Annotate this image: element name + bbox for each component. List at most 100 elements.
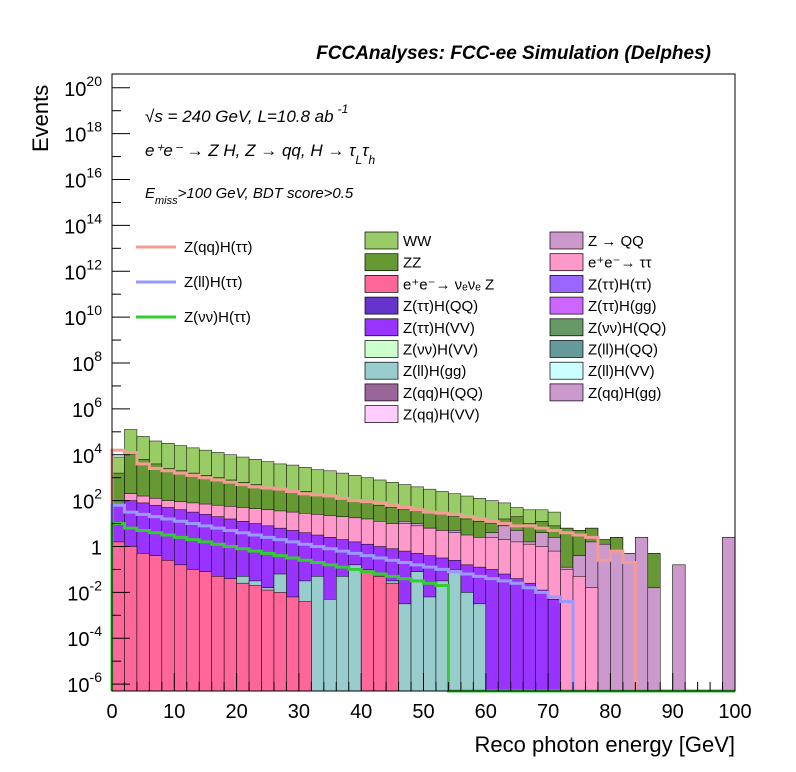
stack-bar-layer6-bin-9 (223, 578, 237, 692)
signal-line-0 (110, 448, 735, 693)
legend-bkg-col2-label-6: Z(ll)H(VV) (588, 363, 655, 380)
legend-bkg-col1-label-7: Z(qq)H(QQ) (403, 385, 483, 402)
y-axis-title: Events (28, 85, 53, 152)
annotation-process: e⁺e⁻ → Z H, Z → qq, H → τLτh (145, 141, 375, 167)
annotation-energy-lumi: √s = 240 GeV, L=10.8 ab -1 (145, 102, 348, 126)
stack-bar-layer1-bin-45 (672, 564, 686, 692)
y-tick-label-12: 10-4 (67, 623, 102, 651)
chart-header: FCCAnalyses: FCC-ee Simulation (Delphes) (316, 43, 711, 64)
stack-bar-layer4-bin-28 (460, 592, 474, 692)
y-tick-label-11: 10-2 (67, 577, 102, 605)
y-tick-label-3: 1014 (64, 210, 102, 238)
y-tick-label-5: 1010 (64, 302, 102, 330)
y-tick-label-13: 10-6 (67, 669, 102, 697)
annotation-block: √s = 240 GeV, L=10.8 ab -1 e⁺e⁻ → Z H, Z … (145, 102, 375, 207)
stack-bar-layer6-bin-14 (286, 596, 300, 692)
legend-bkg-col2-swatch-2 (549, 275, 584, 293)
x-tick-label-10: 100 (718, 701, 751, 723)
stack-bar-layer3-bin-33 (522, 582, 536, 692)
x-tick-label-4: 40 (350, 701, 372, 723)
stack-bar-layer6-bin-2 (136, 553, 150, 692)
x-tick-label-1: 10 (163, 701, 185, 723)
legend-bkg-col2-swatch-7 (549, 383, 584, 402)
y-tick-label-9: 102 (72, 486, 102, 514)
stack-bar-layer4-bin-16 (311, 576, 325, 692)
stack-bar-layer6-bin-13 (273, 592, 287, 692)
legend-bkg-col1-swatch-8 (364, 405, 399, 423)
legend-bkg-col2-swatch-4 (549, 318, 584, 337)
y-tick-label-8: 104 (72, 440, 102, 468)
x-tick-label-2: 20 (225, 701, 247, 723)
stack-bar-layer2-bin-36 (560, 569, 574, 692)
x-tick-label-5: 50 (412, 701, 434, 723)
legend-signal-label-0: Z(qq)H(ττ) (184, 239, 253, 256)
legend-bkg-col1-label-5: Z(νν)H(VV) (403, 342, 478, 359)
stack-bar-layer6-bin-5 (174, 564, 188, 692)
stack-bar-layer1-bin-39 (597, 543, 611, 692)
stack-bar-layer6-bin-20 (360, 569, 374, 692)
stack-bar-layer6-bin-7 (198, 571, 212, 692)
legend: Z(qq)H(ττ) Z(ll)H(ττ) Z(νν)H(ττ) WW ZZ e⁺e⁻→ … (136, 231, 666, 424)
legend-bkg-col1-swatch-1 (364, 253, 399, 272)
legend-bkg-col2-swatch-0 (549, 231, 584, 250)
stack-bar-layer4-bin-23 (398, 603, 412, 692)
legend-bkg-col1-label-0: WW (403, 233, 432, 250)
stack-bar-layer4-bin-18 (336, 576, 349, 692)
legend-bkg-col2-label-5: Z(ll)H(QQ) (588, 342, 658, 359)
x-tick-label-3: 30 (288, 701, 310, 723)
x-tick-label-7: 70 (537, 701, 559, 723)
stack-bar-layer1-bin-49 (722, 537, 736, 692)
legend-bkg-col1-swatch-5 (364, 340, 399, 358)
stack-bar-layer4-bin-26 (435, 580, 449, 692)
legend-bkg-col1-swatch-4 (364, 318, 399, 337)
stack-bar-layer2-bin-38 (585, 587, 599, 692)
stack-bar-layer3-bin-32 (510, 578, 524, 692)
legend-bkg-col1-label-3: Z(ττ)H(QQ) (403, 298, 478, 315)
stack-bar-layer3-bin-31 (498, 573, 511, 692)
stack-bar-layer6-bin-12 (261, 589, 275, 692)
stack-bar-layer3-bin-35 (547, 599, 561, 692)
legend-bkg-col1-swatch-0 (364, 231, 399, 250)
stack-bar-layer6-bin-0 (111, 541, 125, 692)
axis-ticks: 0 10 20 30 40 50 60 70 80 90 100102010181016101410… (64, 73, 752, 723)
x-tick-label-8: 80 (599, 701, 621, 723)
legend-signal-label-2: Z(νν)H(ττ) (184, 309, 251, 326)
stack-bar-layer4-bin-29 (473, 603, 487, 692)
legend-bkg-col1-label-8: Z(qq)H(VV) (403, 407, 480, 424)
y-tick-label-10: 1 (91, 537, 102, 559)
y-tick-label-6: 108 (72, 348, 102, 376)
stack-bar-layer1-bin-40 (610, 550, 624, 692)
signal-line-1 (110, 503, 735, 693)
legend-bkg-col1-swatch-3 (364, 296, 399, 315)
stack-bar-layer2-bin-37 (572, 576, 586, 692)
legend-bkg-col2-swatch-1 (549, 253, 584, 272)
stack-bar-layer4-bin-27 (448, 569, 462, 692)
legend-signal-label-1: Z(ll)H(ττ) (184, 274, 243, 291)
y-tick-label-2: 1016 (64, 165, 102, 193)
legend-bkg-col1-label-4: Z(ττ)H(VV) (403, 320, 475, 337)
stack-bar-layer6-bin-11 (248, 585, 262, 692)
stack-bar-layer4-bin-17 (323, 599, 337, 692)
x-tick-label-0: 0 (106, 701, 117, 723)
stack-bar-layer6-bin-22 (385, 582, 399, 692)
stack-bar-layer3-bin-34 (535, 589, 549, 692)
legend-bkg-col2-swatch-5 (549, 340, 584, 358)
y-tick-label-0: 1020 (64, 73, 102, 101)
legend-bkg-col2-swatch-3 (549, 296, 584, 315)
legend-bkg-col1-label-2: e⁺e⁻→ νₑνₑ Z (403, 276, 494, 293)
x-axis-title: Reco photon energy [GeV] (475, 732, 736, 757)
stack-bar-layer3-bin-30 (485, 569, 499, 692)
stack-bar-layer6-bin-10 (236, 582, 250, 692)
stack-bar-layer1-bin-41 (622, 553, 636, 692)
x-tick-label-6: 60 (475, 701, 497, 723)
stack-bar-layer6-bin-4 (161, 560, 175, 692)
legend-bkg-col2-label-4: Z(νν)H(QQ) (588, 320, 666, 337)
legend-bkg-col2-label-1: e⁺e⁻→ ττ (588, 255, 652, 272)
y-tick-label-7: 106 (72, 394, 102, 422)
stack-bar-layer1-bin-43 (647, 587, 661, 692)
stack-bar-layer4-bin-19 (348, 564, 362, 692)
legend-bkg-col1-label-1: ZZ (403, 255, 421, 272)
stack-bar-layer6-bin-6 (186, 569, 200, 692)
stack-bar-layer4-bin-25 (423, 596, 437, 692)
legend-bkg-col2-label-3: Z(ττ)H(gg) (588, 298, 657, 315)
